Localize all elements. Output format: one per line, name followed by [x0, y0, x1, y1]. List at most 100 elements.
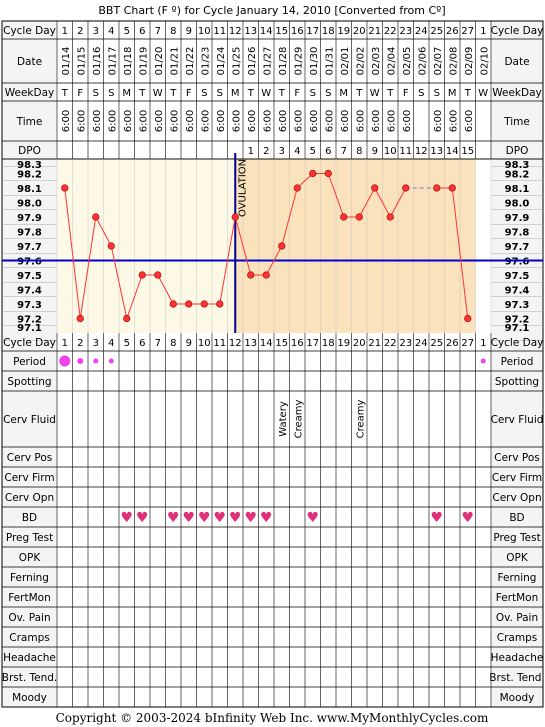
temp-point: [309, 169, 317, 178]
cycle-day-label: 27: [461, 338, 474, 349]
weekday-label: S: [434, 88, 440, 99]
time-label: 6:00: [138, 110, 149, 132]
cycle-day-label: 25: [430, 26, 443, 37]
cycle-day-label: 2: [77, 26, 83, 37]
cycle-day-label: 20: [353, 338, 366, 349]
date-label: 01/14: [61, 47, 72, 76]
time-label: 6:00: [185, 110, 196, 132]
cycle-day-label: 1: [62, 338, 68, 349]
row-label-right: Date: [504, 56, 529, 68]
row-label-left: FertMon: [8, 592, 51, 604]
temp-line: [126, 274, 143, 319]
y-tick-label: 97.3: [17, 300, 42, 311]
weekday-label: S: [325, 88, 331, 99]
row-label-left: Ferning: [10, 572, 49, 584]
time-label: 6:00: [216, 110, 227, 132]
row-label-left: Period: [13, 356, 46, 368]
dpo-label: 5: [310, 146, 316, 157]
temp-point: [386, 213, 394, 221]
weekday-label: W: [370, 88, 380, 99]
temp-line: [110, 245, 128, 319]
date-label: 01/29: [293, 47, 304, 76]
y-tick-label: 97.1: [17, 323, 42, 334]
temp-line: [281, 187, 298, 247]
temp-point: [355, 213, 363, 221]
date-label: 01/17: [107, 47, 118, 76]
row-label-left: WeekDay: [5, 87, 55, 99]
temp-line: [389, 187, 407, 218]
y-tick-label: 97.3: [505, 300, 530, 311]
time-label: 6:00: [61, 110, 72, 132]
dpo-label: 6: [325, 146, 331, 157]
weekday-label: S: [108, 88, 114, 99]
date-label: 01/18: [123, 47, 134, 76]
time-label: 6:00: [169, 110, 180, 132]
row-label-left: Cerv Fluid: [3, 414, 56, 426]
y-tick-label: 97.2: [17, 315, 42, 326]
dpo-label: 10: [384, 146, 397, 157]
cycle-day-label: 19: [337, 26, 350, 37]
time-label: 6:00: [402, 110, 413, 132]
time-label: 6:00: [123, 110, 134, 132]
cycle-day-label: 12: [229, 338, 242, 349]
temp-line: [451, 187, 469, 319]
cycle-day-label: 8: [170, 26, 176, 37]
row-label-right: Cycle Day: [491, 25, 544, 37]
row-label-left: Cycle Day: [3, 337, 56, 349]
y-tick-label: 97.6: [505, 257, 530, 268]
weekday-label: F: [403, 88, 409, 99]
time-label: 6:00: [371, 110, 382, 132]
row-label-right: Cycle Day: [491, 337, 544, 349]
weekday-label: M: [448, 88, 457, 99]
date-label: 01/25: [231, 47, 242, 76]
date-label: 02/10: [479, 47, 490, 76]
cycle-day-label: 11: [213, 26, 226, 37]
pre-ovulation-bg: [57, 159, 236, 333]
date-label: 02/03: [371, 47, 382, 76]
cycle-day-label: 19: [337, 338, 350, 349]
row-label-right: Cerv Opn: [492, 492, 541, 504]
time-label: 6:00: [231, 110, 242, 132]
row-label-left: Cycle Day: [3, 25, 56, 37]
time-label: 6:00: [464, 110, 475, 132]
y-tick-label: 97.6: [17, 257, 42, 268]
period-dot: [77, 358, 84, 364]
row-label-right: Cerv Pos: [494, 452, 540, 464]
weekday-label: W: [478, 88, 488, 99]
row-label-left: Spotting: [7, 376, 51, 388]
date-label: 01/28: [278, 47, 289, 76]
row-label-left: Moody: [12, 692, 47, 704]
temp-point: [76, 314, 84, 323]
bd-heart-icon: ♥: [260, 510, 273, 526]
cycle-day-label: 13: [244, 26, 257, 37]
y-tick-label: 98.1: [17, 184, 42, 195]
cycle-day-label: 7: [155, 338, 161, 349]
row-label-right: DPO: [506, 145, 529, 157]
row-label-left: Preg Test: [6, 532, 53, 544]
time-label: 6:00: [293, 110, 304, 132]
period-dot: [93, 358, 99, 364]
cycle-day-label: 5: [124, 26, 130, 37]
time-label: 6:00: [154, 110, 165, 132]
dpo-label: 1: [248, 146, 254, 157]
temp-point: [185, 300, 193, 308]
temp-line: [95, 216, 112, 247]
time-label: 6:00: [278, 110, 289, 132]
row-label-left: Date: [17, 56, 42, 68]
weekday-label: S: [310, 88, 316, 99]
date-label: 01/20: [154, 47, 165, 76]
weekday-label: M: [231, 88, 240, 99]
time-label: 6:00: [386, 110, 397, 132]
dpo-label: 8: [356, 146, 362, 157]
temp-point: [340, 213, 348, 221]
temp-point: [107, 242, 115, 250]
cerv-fluid-label: Creamy: [355, 400, 366, 439]
cycle-day-label: 10: [198, 338, 211, 349]
weekday-label: F: [294, 88, 300, 99]
time-label: 6:00: [247, 110, 258, 132]
row-label-right: Ferning: [498, 572, 537, 584]
temp-line: [265, 245, 283, 276]
cycle-day-label: 17: [306, 338, 319, 349]
row-label-right: Ov. Pain: [496, 612, 538, 624]
date-label: 02/08: [448, 47, 459, 76]
